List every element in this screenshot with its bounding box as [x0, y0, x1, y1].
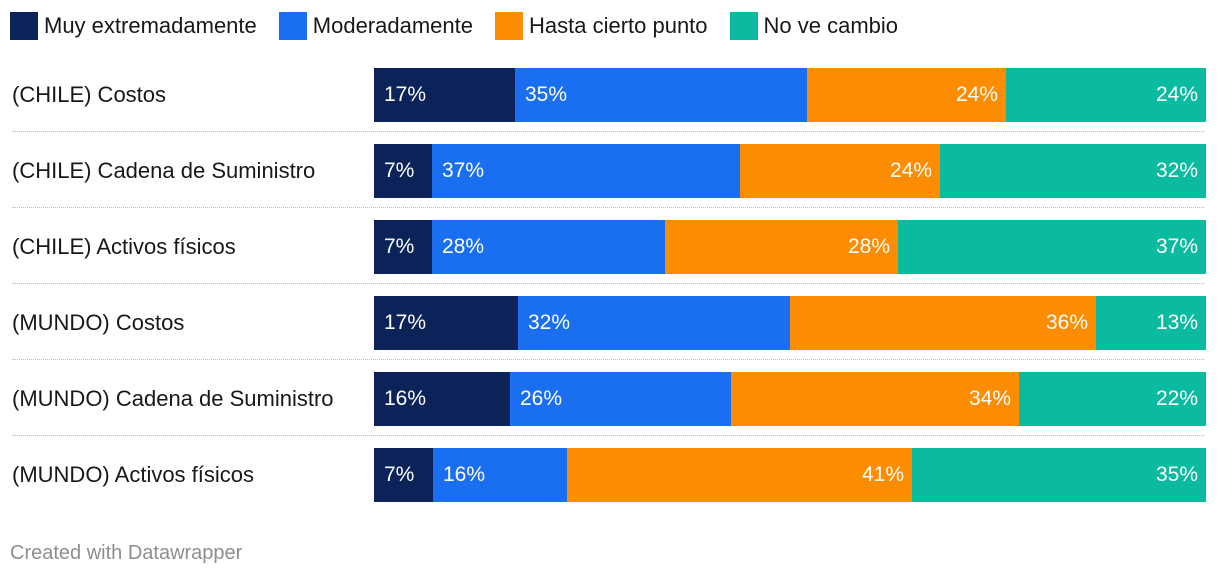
bar-segment	[1006, 68, 1206, 122]
category-label: (CHILE) Cadena de Suministro	[12, 158, 316, 183]
category-label: (CHILE) Costos	[12, 82, 167, 107]
stacked-bar-chart: (CHILE) Costos 17% 35% 24% 24% (CHILE) Cadena…	[0, 68, 1220, 502]
bar-row: (CHILE) Costos 17% 35% 24% 24%	[0, 68, 1220, 144]
data-label: 32%	[1155, 159, 1198, 182]
data-label: 32%	[528, 311, 571, 334]
bar-stack: 16% 26% 34% 22%	[374, 372, 1206, 426]
data-label: 24%	[955, 83, 998, 106]
bar-segment	[433, 448, 567, 502]
bar-segment	[432, 144, 740, 198]
legend-swatch	[729, 12, 758, 40]
data-label: 17%	[384, 311, 427, 334]
category-label: (CHILE) Activos físicos	[12, 234, 236, 259]
row-divider	[12, 207, 1204, 208]
data-label: 24%	[889, 159, 932, 182]
bar-segment	[665, 220, 898, 274]
bar-segment	[807, 68, 1006, 122]
data-label: 22%	[1155, 387, 1198, 410]
data-label: 7%	[384, 235, 415, 258]
data-label: 7%	[384, 159, 415, 182]
bar-stack: 7% 37% 24% 32%	[374, 144, 1206, 198]
legend-swatch	[10, 12, 38, 40]
bar-row: (MUNDO) Activos físicos 7% 16% 41% 35%	[0, 448, 1220, 524]
data-label: 16%	[443, 463, 486, 486]
data-label: 13%	[1155, 311, 1198, 334]
bar-segment	[374, 68, 515, 122]
legend-label: Moderadamente	[312, 13, 473, 38]
bar-stack: 17% 35% 24% 24%	[374, 68, 1206, 122]
legend: Muy extremadamente Moderadamente Hasta cie…	[10, 10, 920, 42]
bar-segment	[374, 296, 518, 350]
data-label: 16%	[384, 387, 427, 410]
legend-item: No ve cambio	[729, 12, 899, 40]
data-label: 28%	[847, 235, 890, 258]
data-label: 36%	[1045, 311, 1088, 334]
bar-segment	[1096, 296, 1206, 350]
row-divider	[12, 359, 1204, 360]
bar-segment	[940, 144, 1206, 198]
bar-segment	[731, 372, 1019, 426]
row-divider	[12, 131, 1204, 132]
bar-row: (MUNDO) Costos 17% 32% 36% 13%	[0, 296, 1220, 372]
bar-segment	[740, 144, 940, 198]
legend-label: No ve cambio	[763, 13, 899, 38]
bar-segment	[432, 220, 665, 274]
bar-stack: 7% 16% 41% 35%	[374, 448, 1206, 502]
bar-segment	[515, 68, 807, 122]
bar-stack: 17% 32% 36% 13%	[374, 296, 1206, 350]
data-label: 34%	[968, 387, 1011, 410]
category-label: (MUNDO) Costos	[12, 310, 185, 335]
data-label: 37%	[442, 159, 485, 182]
bar-segment	[510, 372, 731, 426]
legend-swatch	[278, 12, 307, 40]
data-label: 7%	[384, 463, 415, 486]
data-label: 26%	[520, 387, 563, 410]
bar-segment	[567, 448, 912, 502]
bar-stack: 7% 28% 28% 37%	[374, 220, 1206, 274]
legend-item: Moderadamente	[278, 12, 473, 40]
category-label: (MUNDO) Cadena de Suministro	[12, 386, 334, 411]
data-label: 35%	[1155, 463, 1198, 486]
legend-label: Muy extremadamente	[44, 13, 257, 38]
bar-segment	[374, 372, 510, 426]
legend-item: Hasta cierto punto	[494, 12, 708, 40]
data-label: 17%	[384, 83, 427, 106]
bar-segment	[790, 296, 1096, 350]
row-divider	[12, 435, 1204, 436]
data-label: 41%	[861, 463, 904, 486]
bar-row: (CHILE) Cadena de Suministro 7% 37% 24% 32%	[0, 144, 1220, 220]
data-label: 28%	[442, 235, 485, 258]
legend-label: Hasta cierto punto	[528, 13, 708, 38]
bar-segment	[912, 448, 1206, 502]
bar-segment	[1019, 372, 1206, 426]
legend-item: Muy extremadamente	[10, 12, 257, 40]
row-divider	[12, 283, 1204, 284]
data-label: 37%	[1155, 235, 1198, 258]
data-label: 35%	[525, 83, 568, 106]
legend-swatch	[494, 12, 523, 40]
data-label: 24%	[1155, 83, 1198, 106]
category-label: (MUNDO) Activos físicos	[12, 462, 255, 487]
footer-credit: Created with Datawrapper	[10, 542, 243, 564]
bar-segment	[518, 296, 790, 350]
bar-row: (MUNDO) Cadena de Suministro 16% 26% 34% 22%	[0, 372, 1220, 448]
bar-segment	[374, 144, 432, 198]
bar-segment	[898, 220, 1206, 274]
bar-segment	[374, 220, 432, 274]
bar-row: (CHILE) Activos físicos 7% 28% 28% 37%	[0, 220, 1220, 296]
bar-segment	[374, 448, 433, 502]
